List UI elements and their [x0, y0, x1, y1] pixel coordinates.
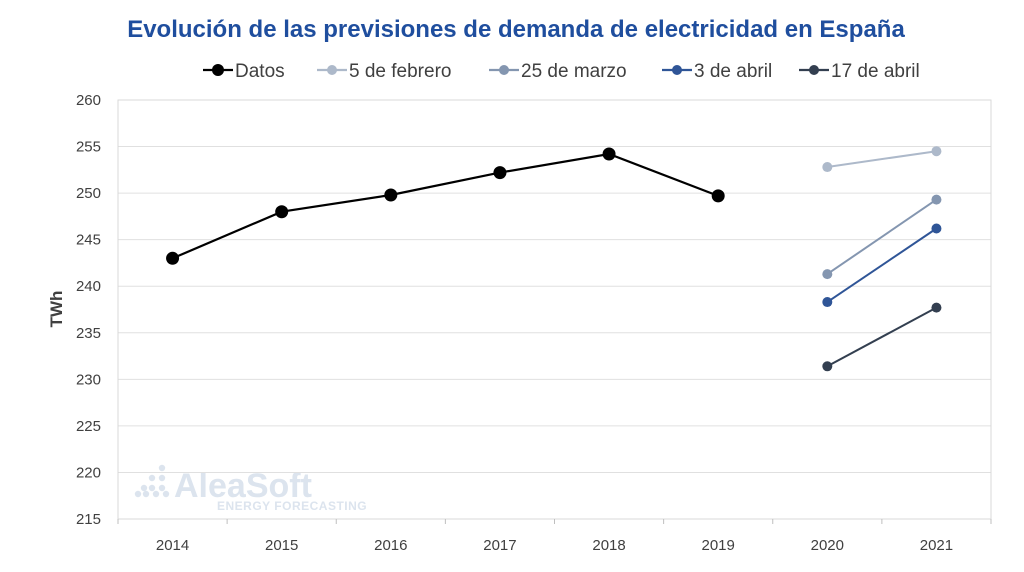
series-3-de-abril-line — [826, 227, 937, 303]
watermark-logo: AleaSoft ENERGY FORECASTING — [134, 464, 367, 513]
series-25-de-marzo-point-2021 — [931, 194, 942, 205]
watermark-dots-icon — [134, 464, 170, 498]
watermark-dot-7 — [142, 490, 150, 498]
x-tick-label-2017: 2017 — [483, 537, 516, 554]
series-25-de-marzo-line — [826, 198, 937, 275]
watermark-dot-0 — [158, 464, 166, 472]
x-tick-label-2016: 2016 — [374, 537, 407, 554]
y-tick-label-235: 235 — [76, 325, 101, 342]
y-tick-label-260: 260 — [76, 92, 101, 109]
legend-17-de-abril-label: 17 de abril — [831, 61, 920, 82]
legend-17-de-abril-marker — [809, 65, 819, 75]
series-datos-line — [172, 152, 719, 260]
series-25-de-marzo-point-2020 — [822, 269, 833, 280]
legend-datos-marker — [212, 64, 224, 76]
series-5-de-febrero-line — [827, 150, 937, 168]
x-tick-label-2015: 2015 — [265, 537, 298, 554]
grid — [118, 146, 991, 473]
series-3-de-abril — [822, 223, 942, 308]
legend-17-de-abril: 17 de abril — [799, 61, 920, 82]
watermark-dot-8 — [152, 490, 160, 498]
legend: Datos 5 de febrero 25 de marzo 3 de abril 17… — [203, 61, 920, 82]
y-tick-label-250: 250 — [76, 185, 101, 202]
series-5-de-febrero — [822, 146, 942, 173]
legend-5-de-febrero: 5 de febrero — [317, 61, 451, 82]
y-tick-label-215: 215 — [76, 511, 101, 528]
x-tick-label-2021: 2021 — [920, 537, 953, 554]
y-tick-label-245: 245 — [76, 232, 101, 249]
watermark-dot-3 — [140, 484, 148, 492]
watermark-dot-5 — [158, 484, 166, 492]
x-axis: 2014 2015 2016 2017 2018 2019 2020 2021 — [117, 519, 992, 554]
series-17-de-abril-point-2021 — [931, 302, 942, 313]
watermark-dot-2 — [158, 474, 166, 482]
legend-25-de-marzo-label: 25 de marzo — [521, 61, 627, 82]
series-datos — [166, 147, 725, 265]
legend-datos-label: Datos — [235, 61, 285, 82]
series-17-de-abril-line — [826, 306, 937, 368]
y-axis: 215 220 225 230 235 240 245 250 255 260 — [76, 92, 101, 528]
series-17-de-abril-point-2020 — [822, 361, 833, 372]
legend-25-de-marzo-marker — [499, 65, 509, 75]
legend-datos: Datos — [203, 61, 285, 82]
chart-title: Evolución de las previsiones de demanda … — [127, 16, 905, 43]
series-25-de-marzo — [822, 194, 942, 280]
legend-3-de-abril-marker — [672, 65, 682, 75]
x-tick-label-2018: 2018 — [592, 537, 625, 554]
series-5-de-febrero-point-2020 — [822, 162, 833, 173]
legend-3-de-abril: 3 de abril — [662, 61, 772, 82]
legend-5-de-febrero-marker — [327, 65, 337, 75]
legend-25-de-marzo: 25 de marzo — [489, 61, 627, 82]
watermark-dot-6 — [134, 490, 142, 498]
series-datos-point-2016 — [384, 188, 398, 202]
watermark-dot-9 — [162, 490, 170, 498]
x-tick-label-2014: 2014 — [156, 537, 189, 554]
y-tick-label-225: 225 — [76, 418, 101, 435]
series-layer — [166, 146, 942, 372]
y-tick-label-230: 230 — [76, 371, 101, 388]
y-tick-label-255: 255 — [76, 139, 101, 156]
watermark-tagline: ENERGY FORECASTING — [217, 499, 367, 513]
series-datos-point-2015 — [275, 205, 289, 219]
x-tick-label-2020: 2020 — [811, 537, 844, 554]
series-5-de-febrero-point-2021 — [931, 146, 942, 157]
series-datos-point-2014 — [166, 251, 180, 265]
series-17-de-abril — [822, 302, 942, 372]
series-datos-point-2019 — [711, 189, 725, 203]
x-tick-label-2019: 2019 — [702, 537, 735, 554]
y-axis-label: TWh — [47, 291, 66, 328]
series-3-de-abril-point-2020 — [822, 297, 833, 308]
legend-5-de-febrero-label: 5 de febrero — [349, 61, 451, 82]
y-tick-label-220: 220 — [76, 464, 101, 481]
series-datos-point-2018 — [602, 147, 616, 161]
watermark-dot-4 — [148, 484, 156, 492]
legend-3-de-abril-label: 3 de abril — [694, 61, 772, 82]
watermark-brand: AleaSoft — [174, 467, 312, 505]
series-3-de-abril-point-2021 — [931, 223, 942, 234]
watermark-dot-1 — [148, 474, 156, 482]
y-tick-label-240: 240 — [76, 278, 101, 295]
series-datos-point-2017 — [493, 166, 507, 180]
